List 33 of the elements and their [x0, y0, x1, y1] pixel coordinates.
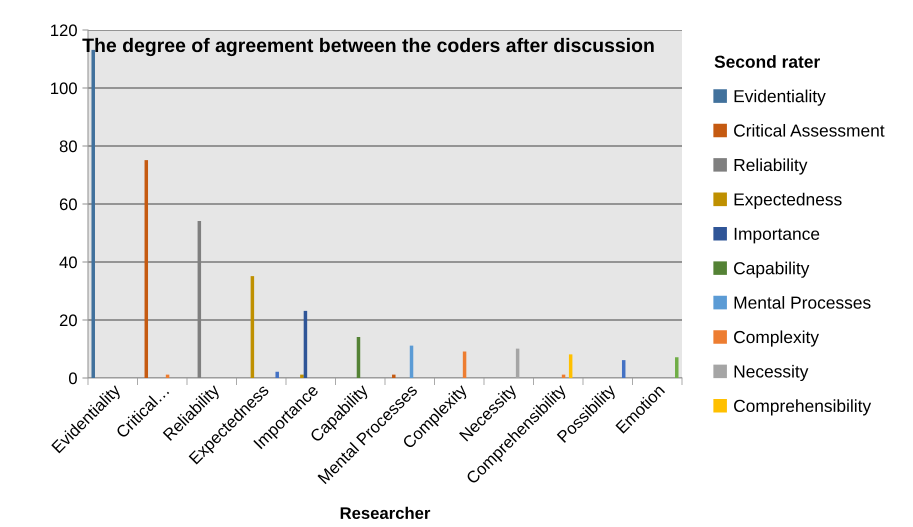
y-tick-label: 60 — [60, 198, 77, 210]
bar — [462, 351, 466, 378]
legend-label: Necessity — [734, 364, 808, 382]
legend-label: Expectedness — [734, 192, 842, 209]
bar — [356, 336, 360, 378]
y-tick-label: 40 — [59, 256, 77, 268]
legend-label: Capability — [734, 262, 810, 278]
bar — [304, 310, 308, 378]
legend-label: Critical Assessment — [734, 124, 885, 137]
chart-title: The degree of agreement between the coders after discussion — [82, 38, 654, 56]
y-tick-label: 100 — [51, 82, 77, 94]
bar — [250, 276, 254, 378]
legend-label: Mental Processes — [734, 296, 871, 309]
bar — [392, 374, 396, 378]
y-tick-label: 20 — [60, 314, 77, 326]
legend-title: Second rater — [714, 55, 820, 68]
bar — [275, 372, 279, 378]
y-tick-label: 0 — [68, 372, 77, 384]
legend-label: Reliability — [734, 158, 808, 175]
bar — [300, 374, 304, 378]
bar — [144, 160, 148, 378]
y-tick-label: 120 — [51, 24, 77, 36]
bar — [562, 374, 566, 378]
bar — [410, 346, 414, 378]
bar — [622, 360, 626, 378]
legend-label: Evidentiality — [734, 90, 826, 106]
legend-label: Complexity — [734, 330, 819, 347]
bar — [568, 354, 572, 378]
bar — [166, 374, 170, 378]
x-axis-title: Researcher — [340, 506, 430, 519]
legend-label: Importance — [734, 228, 820, 244]
bar — [675, 357, 679, 378]
y-tick-label: 80 — [60, 140, 77, 152]
